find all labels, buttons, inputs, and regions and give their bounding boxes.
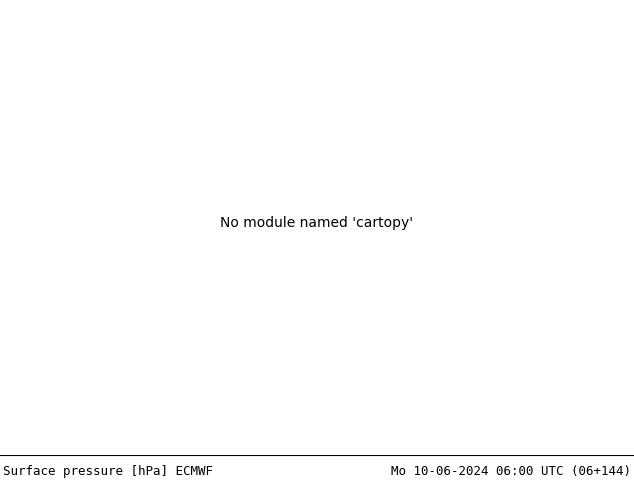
Text: Mo 10-06-2024 06:00 UTC (06+144): Mo 10-06-2024 06:00 UTC (06+144)	[391, 465, 631, 478]
Text: No module named 'cartopy': No module named 'cartopy'	[221, 217, 413, 230]
Text: Surface pressure [hPa] ECMWF: Surface pressure [hPa] ECMWF	[3, 465, 213, 478]
